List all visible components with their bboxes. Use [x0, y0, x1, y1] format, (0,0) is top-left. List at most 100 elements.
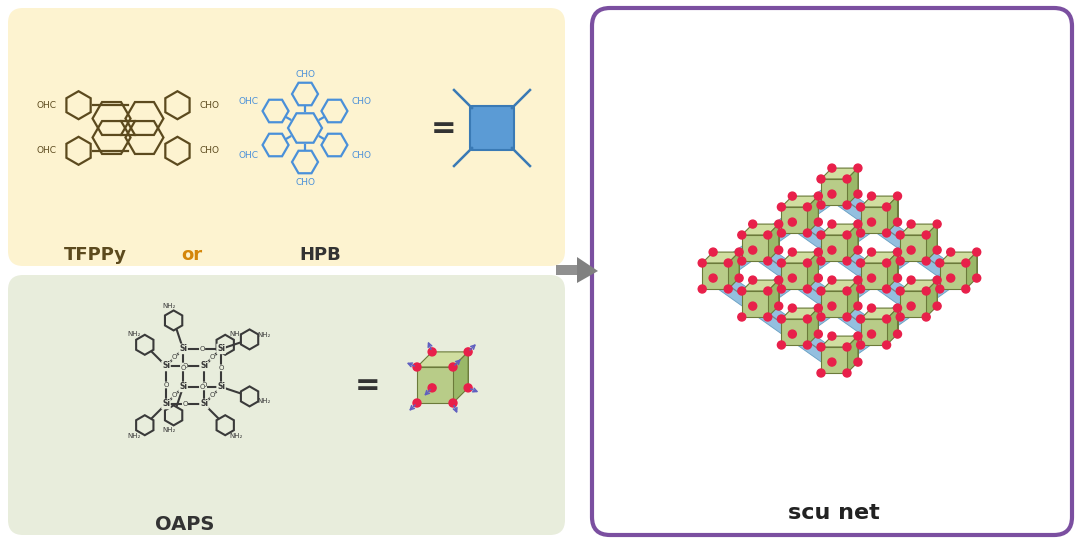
Circle shape [828, 358, 836, 366]
Circle shape [774, 246, 783, 254]
Circle shape [828, 190, 836, 198]
Circle shape [933, 220, 941, 228]
Circle shape [828, 164, 836, 172]
Circle shape [893, 330, 902, 338]
Circle shape [843, 257, 851, 265]
Circle shape [804, 259, 811, 267]
Circle shape [814, 304, 822, 312]
Circle shape [778, 229, 785, 237]
Polygon shape [861, 308, 897, 319]
Circle shape [828, 220, 836, 228]
Polygon shape [868, 213, 918, 255]
Text: HPB: HPB [299, 246, 341, 264]
Polygon shape [927, 224, 937, 261]
Circle shape [764, 287, 772, 295]
Polygon shape [821, 336, 858, 347]
Polygon shape [901, 280, 937, 291]
Circle shape [788, 248, 796, 256]
Circle shape [814, 274, 822, 282]
Polygon shape [577, 257, 598, 283]
Text: O: O [200, 346, 205, 352]
Polygon shape [828, 325, 879, 368]
Text: NH₂: NH₂ [127, 433, 140, 439]
Circle shape [816, 287, 825, 295]
Polygon shape [710, 241, 760, 283]
Circle shape [816, 343, 825, 351]
Text: NH₂: NH₂ [229, 433, 243, 439]
Text: O: O [201, 382, 206, 388]
Circle shape [896, 257, 904, 265]
Circle shape [854, 190, 862, 198]
Text: O: O [183, 401, 188, 407]
Text: O: O [218, 365, 224, 371]
Polygon shape [750, 296, 799, 339]
Circle shape [698, 259, 706, 267]
Polygon shape [742, 280, 779, 291]
Polygon shape [782, 263, 808, 289]
Circle shape [922, 257, 930, 265]
Polygon shape [782, 319, 808, 345]
Text: O: O [183, 363, 188, 369]
Circle shape [854, 246, 862, 254]
Polygon shape [742, 235, 768, 261]
Circle shape [856, 315, 865, 323]
Circle shape [896, 313, 904, 321]
Text: O: O [163, 382, 168, 388]
Text: O: O [210, 355, 215, 361]
Polygon shape [861, 319, 887, 345]
Circle shape [922, 231, 930, 239]
Circle shape [804, 285, 811, 293]
Text: CHO: CHO [352, 150, 372, 160]
Circle shape [748, 302, 757, 310]
Polygon shape [782, 252, 819, 263]
Polygon shape [556, 265, 577, 275]
Text: NH₂: NH₂ [127, 331, 140, 337]
Circle shape [788, 274, 796, 282]
Circle shape [867, 192, 876, 200]
Circle shape [867, 248, 876, 256]
Text: Si: Si [179, 382, 187, 392]
Circle shape [778, 315, 785, 323]
Circle shape [764, 231, 772, 239]
Text: CHO: CHO [295, 178, 315, 186]
Circle shape [816, 369, 825, 377]
Circle shape [828, 276, 836, 284]
FancyBboxPatch shape [8, 275, 565, 535]
Polygon shape [768, 280, 779, 317]
Text: NH₂: NH₂ [162, 427, 176, 433]
Text: NH₂: NH₂ [162, 303, 176, 309]
Circle shape [933, 246, 941, 254]
Text: Si: Si [217, 382, 225, 392]
Circle shape [962, 285, 970, 293]
Text: NH₂: NH₂ [257, 398, 270, 404]
Polygon shape [453, 352, 468, 403]
Polygon shape [808, 308, 819, 345]
Circle shape [893, 218, 902, 226]
Polygon shape [789, 269, 839, 311]
Polygon shape [868, 269, 918, 311]
Circle shape [816, 175, 825, 183]
Polygon shape [728, 252, 739, 289]
Polygon shape [868, 296, 918, 339]
Circle shape [893, 304, 902, 312]
Polygon shape [847, 168, 858, 205]
Polygon shape [782, 308, 819, 319]
Text: OAPS: OAPS [156, 515, 215, 534]
Circle shape [922, 313, 930, 321]
Circle shape [882, 341, 891, 349]
Circle shape [854, 276, 862, 284]
Polygon shape [847, 280, 858, 317]
Circle shape [882, 315, 891, 323]
Text: TFPPy: TFPPy [64, 246, 126, 264]
Polygon shape [901, 291, 927, 317]
Text: Si: Si [162, 362, 170, 370]
Text: CHO: CHO [295, 70, 315, 79]
Polygon shape [789, 185, 839, 228]
Circle shape [854, 332, 862, 340]
Polygon shape [908, 269, 958, 311]
Polygon shape [742, 224, 779, 235]
Polygon shape [861, 263, 887, 289]
Circle shape [816, 257, 825, 265]
Polygon shape [782, 207, 808, 233]
Circle shape [856, 259, 865, 267]
